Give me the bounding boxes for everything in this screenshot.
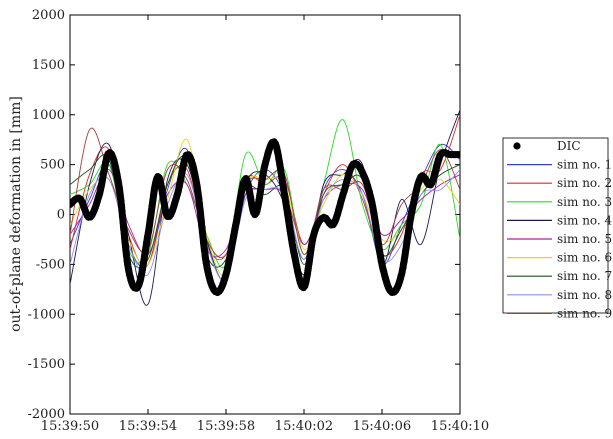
legend-label: DIC [557, 139, 581, 153]
legend-label: sim no. 6 [557, 251, 612, 265]
legend: DIC sim no. 1 sim no. 2 sim no. 3 sim no. 4 s… [502, 137, 613, 320]
y-axis-label: out-of-plane deformation in [mm] [8, 96, 24, 332]
legend-label: sim no. 3 [557, 195, 612, 209]
dic-markers [70, 138, 460, 297]
legend-label: sim no. 5 [557, 232, 612, 246]
legend-label: sim no. 9 [557, 306, 612, 320]
legend-label: sim no. 2 [557, 176, 612, 190]
x-tick-label: 15:39:54 [119, 419, 177, 434]
y-tick-label: 1000 [32, 108, 65, 123]
legend-label: sim no. 7 [557, 269, 612, 283]
legend-marker [513, 142, 521, 150]
dic-marker [456, 151, 460, 159]
legend-label: sim no. 4 [557, 213, 613, 227]
x-tick-label: 15:40:06 [353, 419, 411, 434]
x-tick-label: 15:39:50 [41, 419, 99, 434]
y-tick-label: 0 [57, 208, 65, 223]
x-tick-label: 15:40:10 [431, 419, 489, 434]
y-tick-label: 1500 [32, 58, 65, 73]
x-tick-label: 15:40:02 [275, 419, 333, 434]
y-tick-label: 500 [40, 158, 65, 173]
legend-box [502, 137, 609, 314]
x-axis: 15:39:50 15:39:54 15:39:58 15:40:02 15:40:06… [41, 15, 489, 434]
y-axis: 2000 1500 1000 500 0 -500 -1000 -1500 -2000 [28, 8, 460, 422]
plot-area [69, 14, 461, 415]
y-tick-label: 2000 [32, 8, 65, 23]
y-tick-label: -2000 [28, 407, 65, 422]
legend-label: sim no. 8 [557, 288, 612, 302]
series-line-7 [70, 154, 460, 268]
legend-label: sim no. 1 [557, 158, 612, 172]
series-line-3 [70, 119, 460, 268]
y-tick-label: -1000 [28, 307, 65, 322]
y-tick-label: -500 [36, 257, 65, 272]
y-tick-label: -1500 [28, 357, 65, 372]
x-tick-label: 15:39:58 [197, 419, 255, 434]
